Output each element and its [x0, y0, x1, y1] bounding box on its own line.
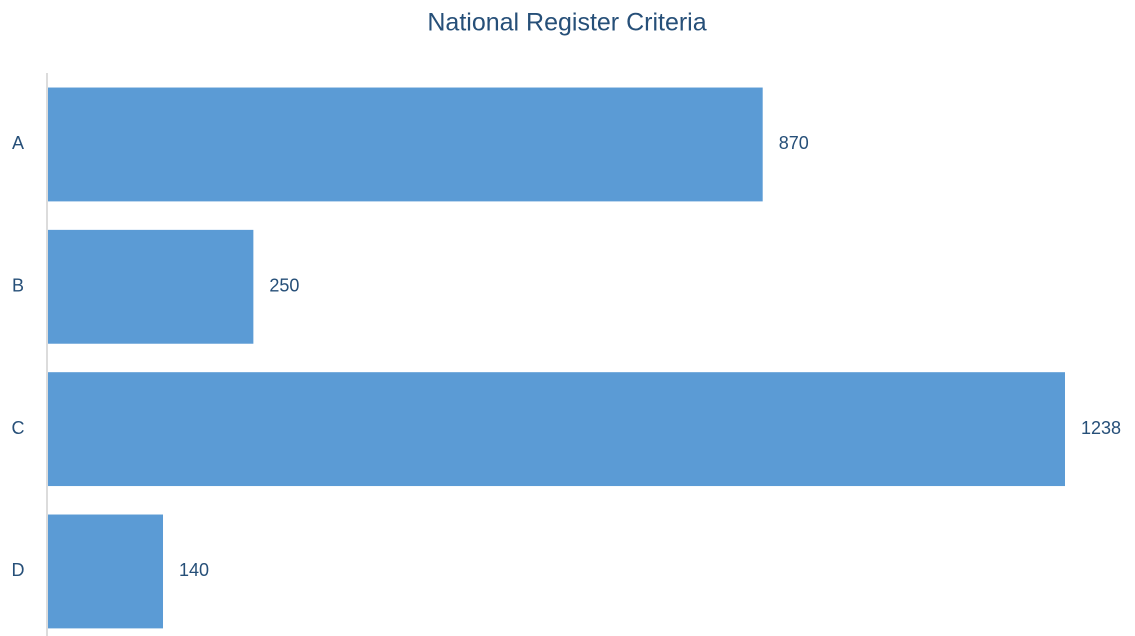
value-label: 870 [779, 133, 809, 153]
y-tick-label: A [12, 133, 24, 153]
bar [48, 87, 763, 202]
y-tick-label: B [12, 276, 24, 296]
value-label: 1238 [1081, 418, 1121, 438]
y-tick-label: C [12, 418, 25, 438]
chart-title: National Register Criteria [427, 9, 706, 37]
bar [48, 372, 1065, 487]
value-label: 140 [179, 560, 209, 580]
bar [48, 229, 254, 344]
bar [48, 514, 164, 629]
y-tick-label: D [12, 560, 25, 580]
value-label: 250 [269, 276, 299, 296]
